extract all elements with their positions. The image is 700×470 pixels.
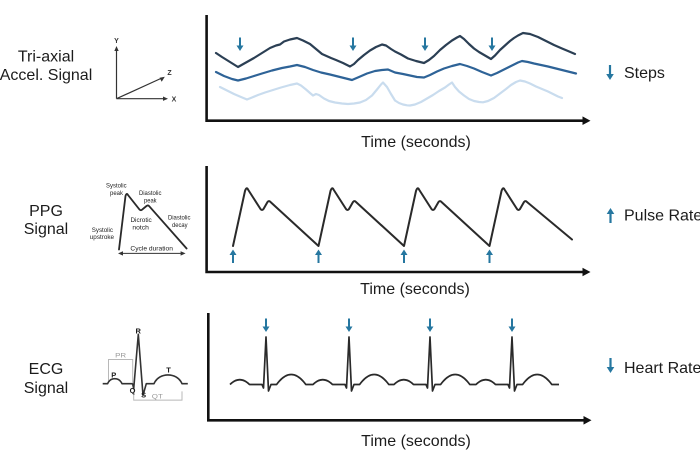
svg-text:Time (seconds): Time (seconds) (361, 433, 471, 450)
svg-text:Z: Z (167, 70, 172, 77)
svg-text:Steps: Steps (624, 65, 665, 82)
svg-text:QT: QT (152, 393, 163, 400)
svg-text:T: T (166, 365, 171, 374)
svg-text:ECG: ECG (29, 361, 64, 378)
svg-text:Diastolic: Diastolic (168, 214, 191, 221)
svg-text:Time (seconds): Time (seconds) (361, 134, 471, 151)
svg-text:Signal: Signal (24, 221, 68, 238)
svg-text:Pulse Rate: Pulse Rate (624, 208, 700, 225)
svg-text:Tri-axial: Tri-axial (18, 49, 74, 66)
svg-text:PPG: PPG (29, 203, 63, 220)
svg-text:P: P (111, 371, 116, 380)
svg-text:Signal: Signal (24, 380, 68, 397)
svg-text:upstroke: upstroke (90, 234, 115, 241)
svg-text:notch: notch (132, 225, 149, 232)
svg-text:S: S (141, 391, 146, 400)
svg-text:Cycle duration: Cycle duration (130, 245, 173, 252)
svg-text:decay: decay (172, 222, 188, 229)
svg-text:PR: PR (115, 353, 126, 360)
svg-text:Systolic: Systolic (106, 183, 127, 190)
svg-text:Dicrotic: Dicrotic (130, 217, 152, 224)
svg-text:Accel. Signal: Accel. Signal (0, 67, 92, 84)
svg-text:Heart Rate: Heart Rate (624, 360, 700, 377)
svg-text:Time (seconds): Time (seconds) (360, 281, 470, 298)
svg-text:Q: Q (130, 386, 136, 395)
svg-text:X: X (172, 97, 177, 104)
svg-text:Y: Y (114, 38, 119, 45)
svg-text:peak: peak (110, 190, 124, 197)
svg-text:R: R (135, 326, 141, 335)
svg-text:Systolic: Systolic (92, 227, 114, 234)
svg-text:Diastolic: Diastolic (139, 190, 162, 197)
svg-text:peak: peak (144, 197, 157, 204)
